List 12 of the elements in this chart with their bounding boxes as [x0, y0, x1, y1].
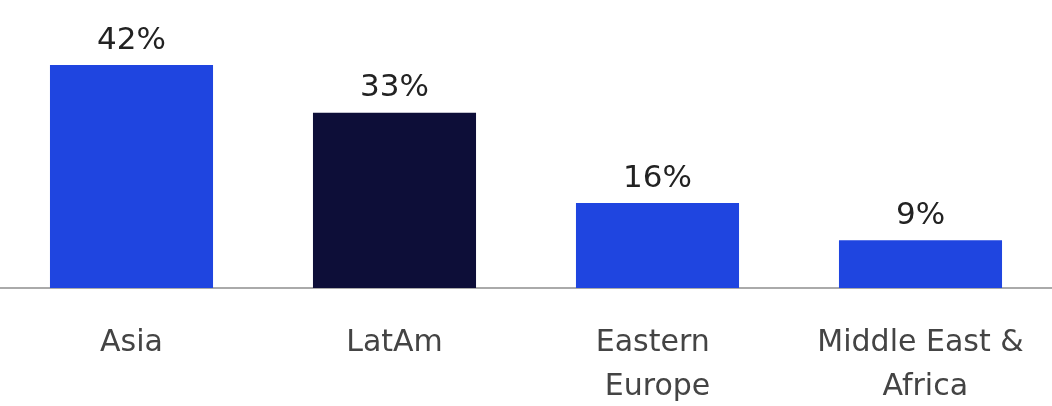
bar: [575, 203, 740, 288]
x-tick-label: Eastern Europe: [595, 322, 720, 402]
bar: [838, 240, 1003, 288]
data-label: 33%: [360, 67, 429, 104]
x-tick-label: Asia: [100, 322, 163, 358]
data-label: 42%: [97, 19, 166, 56]
x-tick-label: Middle East & Africa: [817, 322, 1024, 402]
bar: [312, 112, 477, 288]
bar: [49, 65, 214, 288]
data-label: 9%: [895, 194, 946, 231]
x-tick-label: LatAm: [346, 322, 443, 358]
data-label: 16%: [623, 157, 692, 194]
